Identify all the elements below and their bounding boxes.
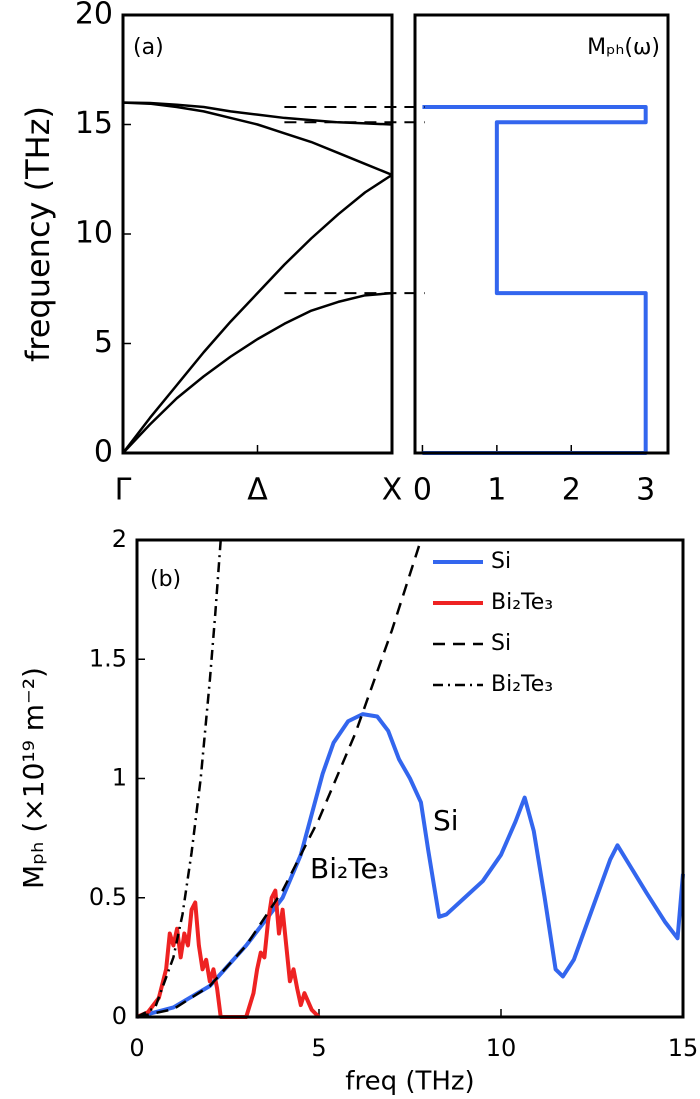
- y-axis-label: frequency (THz): [19, 106, 57, 362]
- y-tick-label: 1: [112, 764, 127, 792]
- y-tick-label: 0: [94, 435, 113, 470]
- legend-label: Si: [491, 549, 511, 574]
- panel-label: Mₚₕ(ω): [587, 35, 660, 60]
- panel-label: (b): [150, 567, 181, 592]
- curve-label: Bi₂Te₃: [310, 852, 389, 885]
- x-tick-label: 3: [636, 473, 655, 508]
- series-line: [136, 539, 222, 1019]
- curve-label: Si: [433, 804, 459, 837]
- x-tick-label: Γ: [115, 473, 132, 508]
- x-tick-label: X: [382, 473, 403, 508]
- y-tick-label: 1.5: [89, 644, 127, 672]
- legend-label: Bi₂Te₃: [491, 590, 553, 615]
- plot-frame: [135, 538, 685, 1019]
- x-tick-label: 0: [413, 473, 432, 508]
- y-axis-label: Mₚₕ (×10¹⁹ m⁻²): [17, 667, 50, 889]
- x-tick-label: 0: [129, 1034, 144, 1062]
- x-tick-label: 10: [486, 1034, 517, 1062]
- y-tick-label: 0: [112, 1002, 127, 1030]
- y-tick-label: 2: [112, 525, 127, 553]
- x-tick-label: 1: [487, 473, 506, 508]
- series-line: [136, 539, 423, 1019]
- x-tick-label: 2: [562, 473, 581, 508]
- legend-label: Bi₂Te₃: [491, 672, 553, 697]
- y-tick-label: 5: [94, 325, 113, 360]
- x-tick-label: Δ: [247, 473, 268, 508]
- y-tick-label: 20: [75, 0, 113, 32]
- series-line: [122, 291, 393, 454]
- x-axis-label: freq (THz): [345, 1067, 474, 1097]
- panel-label: (a): [133, 35, 164, 60]
- x-tick-label: 15: [668, 1034, 699, 1062]
- series-line: [136, 712, 685, 1019]
- x-tick-label: 5: [311, 1034, 326, 1062]
- series-line: [136, 888, 321, 1019]
- y-tick-label: 15: [75, 106, 113, 141]
- plot-frame: [121, 13, 394, 455]
- plot-frame: [413, 13, 670, 455]
- legend-label: Si: [491, 631, 511, 656]
- series-line: [122, 173, 393, 454]
- y-tick-label: 0.5: [89, 883, 127, 911]
- series-line: [422, 104, 648, 455]
- series-line: [122, 101, 393, 177]
- y-tick-label: 10: [75, 216, 113, 251]
